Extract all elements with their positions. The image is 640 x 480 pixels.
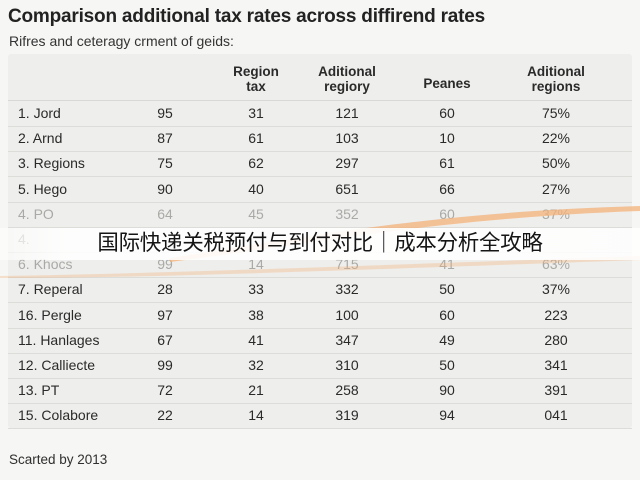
banner-overlay-text: 国际快递关税预付与到付对比｜成本分析全攻略 (97, 231, 543, 256)
table-row: 7. Reperal 28 33 332 50 37% (8, 277, 632, 304)
table-cell: 50 (439, 281, 455, 298)
table-row: 4. PO64453526037% (8, 202, 632, 228)
table-cell: 310 (335, 357, 359, 373)
table-cell: 258 (335, 382, 359, 399)
table-cell: 99 (157, 256, 173, 273)
table-cell: 14 (248, 256, 264, 273)
table-cell: 28 (157, 281, 173, 298)
table-cell: 90 (157, 180, 173, 197)
row-label: 6. Khocs (18, 256, 73, 273)
table-cell: 72 (157, 382, 173, 399)
table-cell: 90 (439, 382, 455, 399)
table-cell: 40 (248, 180, 264, 197)
table-cell: 10 (439, 130, 455, 147)
table-row: 2. Arnd 87 61 103 10 22% (8, 126, 632, 153)
table-cell: 67 (157, 331, 173, 348)
table-cell: 41 (248, 331, 264, 348)
table-row: 1. Jord 95 31 121 60 75% (8, 101, 632, 127)
table-row: 15. Colabore 22 14 319 94 041 (8, 403, 632, 430)
row-label: 1. Jord (18, 105, 61, 121)
table-cell: 347 (335, 331, 359, 348)
table-cell: 100 (335, 306, 359, 323)
table-cell: 97 (157, 306, 173, 323)
table-row: 5. Hego 90 40 651 66 27% (8, 177, 632, 203)
table-cell: 99 (157, 357, 173, 373)
table-cell: 60 (439, 306, 455, 323)
table-cell: 60 (439, 205, 455, 222)
table-cell: 95 (157, 105, 173, 121)
column-header: Peanes (423, 76, 471, 91)
table-cell: 21 (248, 382, 264, 399)
table-cell: 50% (541, 155, 571, 172)
table-cell: 41 (439, 252, 455, 277)
row-label: 5. Hego (18, 180, 68, 197)
table-cell: 27% (541, 180, 571, 197)
table-cell: 22 (157, 407, 173, 424)
page-subtitle: Rifres and ceteragy crment of geids: (9, 33, 234, 49)
table-row: 12. Calliecte 99 32 310 50 341 (8, 353, 632, 379)
table-cell: 75 (157, 155, 173, 172)
table-row: 16. Pergle 97 38 100 60 223 (8, 303, 632, 329)
column-header: Region tax (233, 64, 279, 94)
table-cell: 62 (248, 155, 264, 172)
column-header: Aditional regions (527, 64, 585, 94)
table-row: 6. Khocs 99 14 715 41 63% (8, 252, 632, 279)
table-cell: 297 (335, 155, 359, 172)
table-row: 13. PT 72 21 258 90 391 (8, 378, 632, 405)
table-row: 3. Regions 75 62 297 61 50% (8, 151, 632, 178)
table-cell: 651 (335, 180, 359, 197)
table-cell: 45 (248, 205, 264, 222)
table-cell: 60 (439, 105, 455, 121)
table-row: 11. Hanlages 67 41 347 49 280 (8, 328, 632, 354)
table-cell: 352 (335, 205, 359, 222)
table-cell: 319 (335, 407, 359, 424)
footer-note: Scarted by 2013 (9, 452, 108, 467)
table-cell: 33 (248, 281, 264, 298)
row-label: 11. Hanlages (18, 331, 100, 348)
page-title: Comparison additional tax rates across d… (8, 6, 486, 27)
table-cell: 49 (439, 331, 455, 348)
table-cell: 14 (248, 407, 264, 424)
table-cell: 64 (157, 205, 173, 222)
table-cell: 61 (248, 130, 264, 147)
row-label: 4. PO (18, 205, 54, 222)
table-cell: 715 (335, 256, 359, 273)
table-cell: 391 (544, 382, 568, 399)
banner-background (0, 228, 640, 260)
table-cell: 63% (541, 256, 571, 273)
table-cell: 22% (541, 130, 571, 147)
table-cell: 32 (248, 357, 264, 373)
table-cell: 103 (335, 130, 359, 147)
table-cell: 332 (335, 281, 359, 298)
row-label: 13. PT (18, 382, 60, 399)
table-cell: 66 (439, 180, 455, 197)
table-cell: 38 (248, 306, 264, 323)
row-label: 7. Reperal (18, 281, 83, 298)
row-label: 15. Colabore (18, 407, 99, 424)
table-cell: 223 (544, 306, 568, 323)
row-label: 2. Arnd (18, 130, 63, 147)
table-cell: 37% (541, 281, 571, 298)
table-cell: 280 (544, 331, 568, 348)
table-cell: 121 (335, 105, 359, 121)
header-divider (8, 100, 632, 101)
column-header: Aditional regiory (318, 64, 376, 94)
table-cell: 50 (439, 357, 455, 373)
orange-swoosh-decoration (0, 206, 640, 278)
row-label: 3. Regions (18, 155, 85, 172)
table-cell: 75% (541, 105, 571, 121)
table-cell: 041 (544, 407, 568, 424)
row-label: 16. Pergle (18, 306, 82, 323)
table-cell: 341 (544, 357, 568, 373)
table-cell: 87 (157, 130, 173, 147)
table-cell: 94 (439, 407, 455, 424)
table-cell: 61 (439, 155, 455, 172)
table-cell: 31 (248, 105, 264, 121)
row-label: 12. Calliecte (18, 357, 96, 373)
